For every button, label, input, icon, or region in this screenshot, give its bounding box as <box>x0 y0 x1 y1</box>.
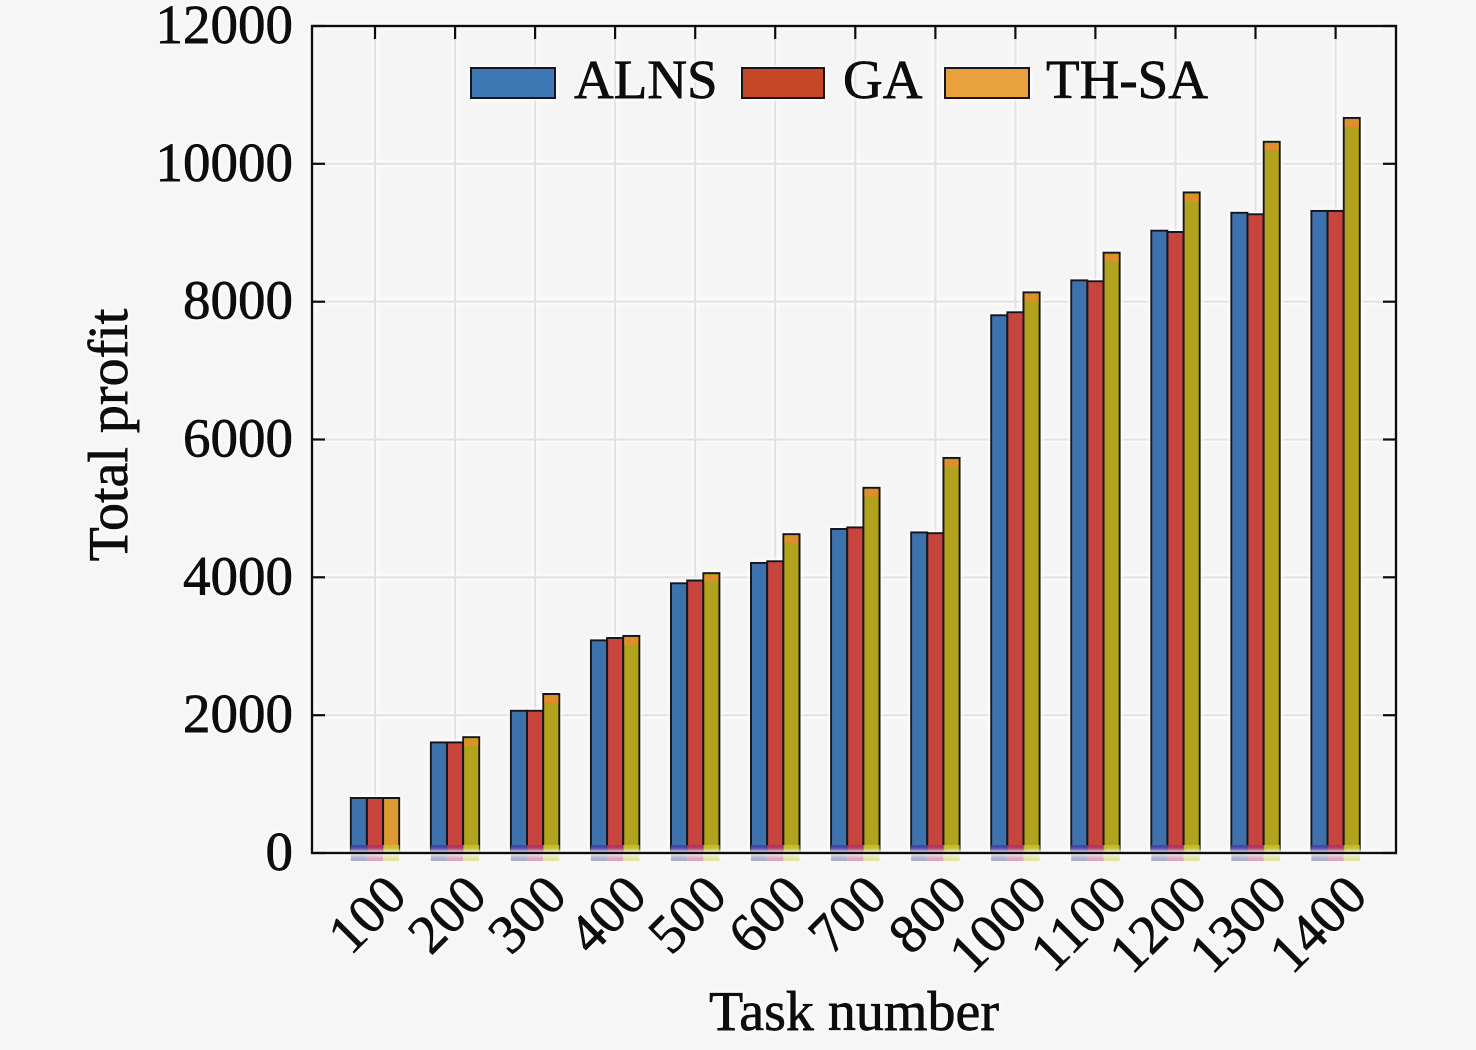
svg-text:0: 0 <box>266 821 294 882</box>
svg-text:GA: GA <box>843 49 923 110</box>
svg-text:6000: 6000 <box>183 408 293 469</box>
svg-text:2000: 2000 <box>183 683 293 744</box>
svg-text:Total profit: Total profit <box>78 308 140 561</box>
svg-text:12000: 12000 <box>156 0 294 55</box>
svg-text:10000: 10000 <box>156 132 294 193</box>
svg-text:TH-SA: TH-SA <box>1046 49 1208 110</box>
svg-text:4000: 4000 <box>183 545 293 606</box>
svg-text:8000: 8000 <box>183 270 293 331</box>
svg-text:ALNS: ALNS <box>574 49 718 110</box>
svg-text:Task number: Task number <box>709 981 999 1043</box>
